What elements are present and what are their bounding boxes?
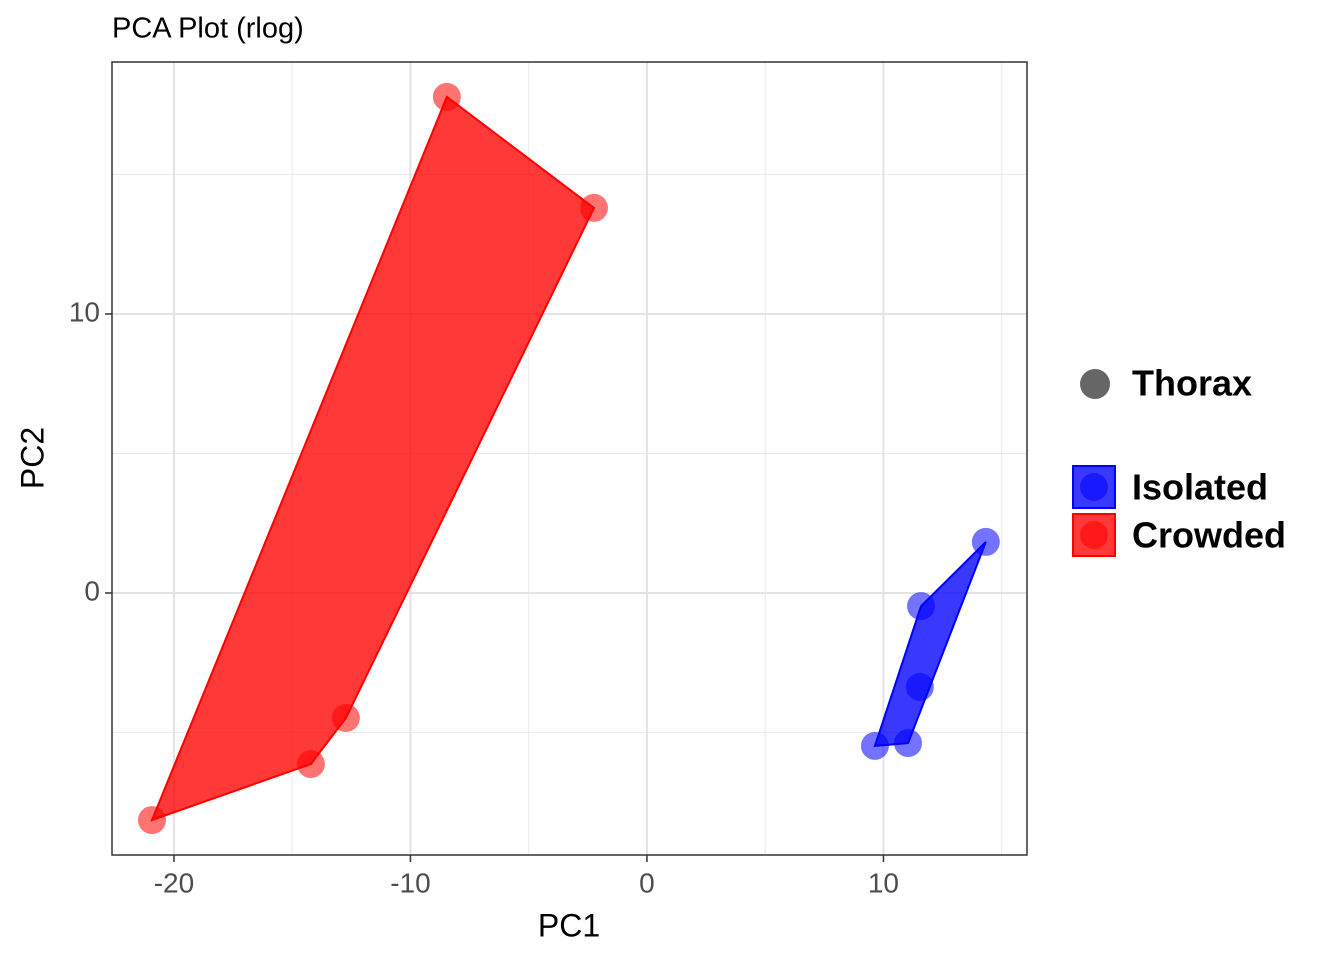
point [137, 806, 166, 835]
point [579, 193, 608, 222]
x-tick-label: -10 [390, 867, 430, 898]
legend-label: Isolated [1132, 467, 1268, 508]
y-tick-label: 0 [84, 575, 100, 606]
legend-key-point [1080, 521, 1108, 549]
y-axis-label: PC2 [14, 427, 50, 489]
y-tick-label: 10 [69, 296, 100, 327]
point [432, 82, 461, 111]
point [296, 750, 325, 779]
hull [873, 541, 987, 748]
legend-label: Crowded [1132, 515, 1286, 556]
legend-shape-key [1080, 369, 1110, 399]
point [971, 527, 1000, 556]
x-tick-label: 0 [639, 867, 655, 898]
point [331, 703, 360, 732]
chart-title: PCA Plot (rlog) [112, 13, 304, 45]
legend-label: Thorax [1132, 363, 1252, 404]
x-tick-label: 10 [868, 867, 899, 898]
legend-key-point [1080, 473, 1108, 501]
point [894, 729, 923, 758]
hull [150, 95, 596, 822]
point [860, 731, 889, 760]
plot-border [111, 61, 1028, 856]
x-tick-label: -20 [154, 867, 194, 898]
point [905, 673, 934, 702]
point [907, 592, 936, 621]
x-axis-label: PC1 [538, 907, 600, 943]
